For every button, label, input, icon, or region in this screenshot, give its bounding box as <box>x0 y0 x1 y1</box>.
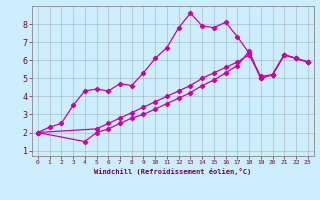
X-axis label: Windchill (Refroidissement éolien,°C): Windchill (Refroidissement éolien,°C) <box>94 168 252 175</box>
